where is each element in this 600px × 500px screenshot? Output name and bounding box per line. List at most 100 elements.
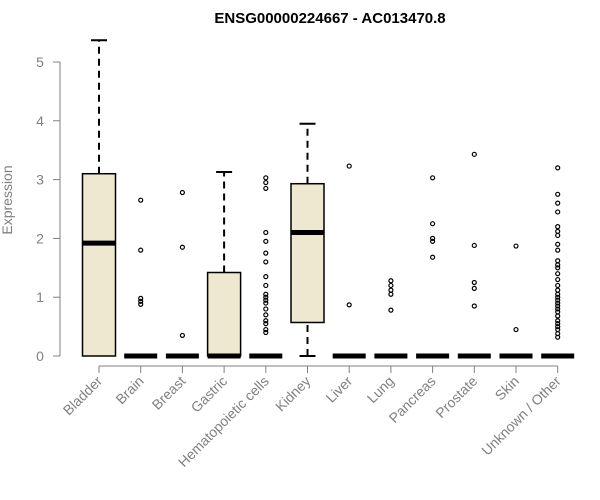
outlier-point bbox=[513, 243, 519, 249]
outlier-point bbox=[555, 309, 561, 315]
outlier-point bbox=[388, 282, 394, 289]
y-axis: 0 1 2 3 4 5 bbox=[36, 54, 61, 364]
outlier-point bbox=[263, 329, 269, 336]
y-tick-label: 0 bbox=[36, 348, 44, 364]
outlier-point bbox=[555, 297, 561, 303]
outlier-point bbox=[138, 197, 144, 203]
outlier-point bbox=[555, 282, 561, 289]
x-tick-label: Kidney bbox=[272, 373, 314, 415]
outlier-point bbox=[555, 303, 561, 309]
outlier-point bbox=[179, 244, 185, 250]
outlier-point bbox=[263, 312, 269, 318]
outlier-point bbox=[263, 274, 269, 280]
outlier-point bbox=[179, 332, 185, 339]
outlier-point bbox=[388, 307, 394, 313]
outlier-point bbox=[555, 324, 561, 330]
x-tick-label: Lung bbox=[364, 373, 397, 406]
outlier-point bbox=[138, 247, 144, 253]
chart-title: ENSG00000224667 - AC013470.8 bbox=[214, 10, 445, 27]
outlier-point bbox=[555, 321, 561, 327]
y-tick-label: 2 bbox=[36, 230, 44, 246]
box-brain bbox=[124, 197, 158, 359]
outlier-point bbox=[263, 306, 269, 312]
outlier-point bbox=[263, 297, 269, 303]
outlier-point bbox=[430, 235, 436, 241]
outlier-point bbox=[263, 282, 269, 289]
outlier-point bbox=[138, 301, 144, 307]
outlier-point bbox=[388, 287, 394, 293]
outlier-point bbox=[138, 298, 144, 304]
outlier-point bbox=[263, 175, 269, 181]
outlier-point bbox=[471, 285, 477, 291]
outlier-point bbox=[430, 175, 436, 181]
box-prostate bbox=[457, 151, 491, 359]
x-tick-label: Unknown / Other bbox=[478, 373, 564, 459]
x-tick-label: Liver bbox=[323, 373, 356, 406]
outlier-point bbox=[263, 300, 269, 306]
outlier-point bbox=[555, 191, 561, 197]
box-hematopoietic-cells bbox=[249, 175, 283, 359]
x-tick-label: Prostate bbox=[432, 373, 480, 421]
outlier-point bbox=[555, 241, 561, 247]
box-skin bbox=[499, 243, 533, 359]
outlier-point bbox=[263, 179, 269, 186]
outlier-point bbox=[263, 326, 269, 333]
y-tick-label: 3 bbox=[36, 172, 44, 188]
outlier-point bbox=[555, 258, 561, 264]
x-tick-label: Bladder bbox=[60, 373, 106, 419]
outlier-point bbox=[555, 294, 561, 300]
box-iqr bbox=[290, 182, 325, 324]
outlier-point bbox=[263, 291, 269, 297]
box-lung bbox=[374, 278, 408, 359]
box-pancreas bbox=[416, 175, 450, 359]
outlier-point bbox=[555, 209, 561, 215]
box-breast bbox=[165, 189, 199, 359]
outlier-point bbox=[346, 302, 352, 308]
outlier-point bbox=[555, 306, 561, 312]
outlier-point bbox=[471, 303, 477, 309]
outlier-point bbox=[263, 238, 269, 244]
outlier-point bbox=[179, 189, 185, 196]
outlier-point bbox=[263, 185, 269, 192]
box-iqr bbox=[206, 271, 242, 357]
outlier-point bbox=[388, 278, 394, 284]
outlier-point bbox=[513, 326, 519, 333]
outlier-point bbox=[555, 165, 561, 171]
outlier-point bbox=[555, 200, 561, 206]
outlier-point bbox=[138, 295, 144, 301]
outlier-point bbox=[555, 313, 561, 319]
outlier-point bbox=[388, 291, 394, 297]
outlier-point bbox=[555, 265, 561, 271]
outlier-point bbox=[430, 221, 436, 227]
outlier-point bbox=[471, 151, 477, 157]
box-kidney bbox=[290, 122, 325, 357]
outlier-point bbox=[555, 224, 561, 230]
outlier-point bbox=[555, 318, 561, 324]
outlier-point bbox=[430, 238, 436, 244]
boxes-group bbox=[81, 39, 575, 359]
box-iqr bbox=[81, 172, 117, 357]
x-tick-label: Skin bbox=[492, 373, 523, 404]
outlier-point bbox=[263, 250, 269, 256]
box-unknown-other bbox=[541, 165, 575, 359]
outlier-point bbox=[555, 326, 561, 333]
y-tick-label: 4 bbox=[36, 113, 44, 129]
outlier-point bbox=[555, 276, 561, 283]
y-tick-label: 5 bbox=[36, 54, 44, 70]
outlier-point bbox=[555, 228, 561, 234]
x-tick-label: Brain bbox=[112, 373, 146, 407]
y-tick-label: 1 bbox=[36, 289, 44, 305]
outlier-point bbox=[555, 247, 561, 253]
outlier-point bbox=[263, 321, 269, 327]
x-tick-label: Breast bbox=[149, 373, 189, 413]
y-axis-title: Expression bbox=[0, 165, 15, 234]
box-bladder bbox=[81, 39, 117, 357]
outlier-point bbox=[555, 287, 561, 293]
outlier-point bbox=[430, 254, 436, 260]
outlier-point bbox=[555, 300, 561, 306]
box-liver bbox=[332, 163, 366, 359]
outlier-point bbox=[263, 294, 269, 300]
outlier-point bbox=[471, 279, 477, 286]
